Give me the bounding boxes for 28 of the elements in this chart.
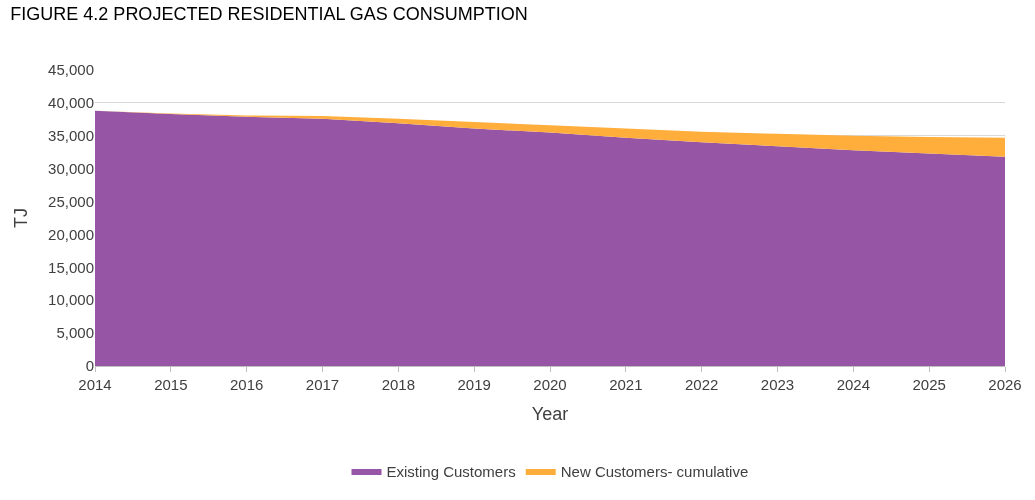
x-tick-label: 2017 [305,376,340,393]
x-tick-label: 2016 [229,376,264,393]
y-tick-label: 5,000 [56,324,94,342]
y-tick-label: 35,000 [48,127,94,145]
legend-label: New Customers- cumulative [560,462,749,480]
x-tick-label: 2023 [760,376,795,393]
y-tick-label: 0 [85,357,94,375]
x-tick-label: 2018 [381,376,416,393]
x-tick-label: 2014 [78,376,112,393]
y-tick-label: 30,000 [48,159,94,177]
legend-label: Existing Customers [386,462,516,480]
x-tick-label: 2019 [457,376,491,393]
x-tick-label: 2020 [533,376,567,393]
y-axis-title: TJ [11,208,32,228]
x-tick-label: 2026 [988,376,1022,393]
x-tick-label: 2025 [912,376,946,393]
x-tick-label: 2024 [836,376,871,393]
x-axis-title: Year [531,404,569,425]
x-tick-label: 2021 [609,376,643,393]
y-tick-label: 20,000 [48,225,94,243]
x-tick-label: 2022 [684,376,719,393]
y-tick-label: 15,000 [48,258,94,276]
y-tick-label: 45,000 [48,61,94,79]
y-tick-label: 10,000 [48,291,94,309]
x-tick-label: 2015 [154,376,188,393]
chart-title: FIGURE 4.2 PROJECTED RESIDENTIAL GAS CONSUMPTION [10,4,528,25]
y-tick-label: 40,000 [48,94,94,112]
y-tick-label: 25,000 [48,192,94,210]
